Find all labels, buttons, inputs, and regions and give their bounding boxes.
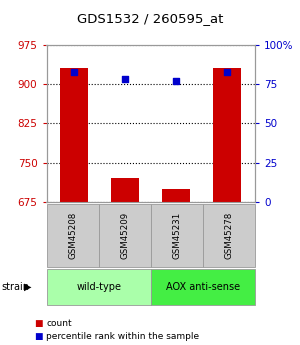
Bar (213, 68, 241, 202)
Text: GSM45278: GSM45278 (224, 212, 233, 259)
Text: percentile rank within the sample: percentile rank within the sample (46, 332, 200, 341)
Text: ■: ■ (34, 332, 43, 341)
Text: ■: ■ (34, 319, 43, 328)
Text: GDS1532 / 260595_at: GDS1532 / 260595_at (77, 12, 223, 25)
Text: AOX anti-sense: AOX anti-sense (166, 282, 240, 292)
Bar (111, 178, 139, 202)
Point (72, 69, 77, 74)
Point (174, 78, 178, 84)
Text: GSM45231: GSM45231 (172, 212, 181, 259)
Bar (61, 68, 88, 202)
Point (225, 69, 230, 74)
Text: wild-type: wild-type (76, 282, 121, 292)
Text: GSM45209: GSM45209 (120, 212, 129, 259)
Text: count: count (46, 319, 72, 328)
Point (123, 77, 128, 82)
Text: ▶: ▶ (24, 282, 31, 292)
Text: strain: strain (2, 282, 29, 292)
Bar (162, 189, 190, 202)
Text: GSM45208: GSM45208 (68, 212, 77, 259)
